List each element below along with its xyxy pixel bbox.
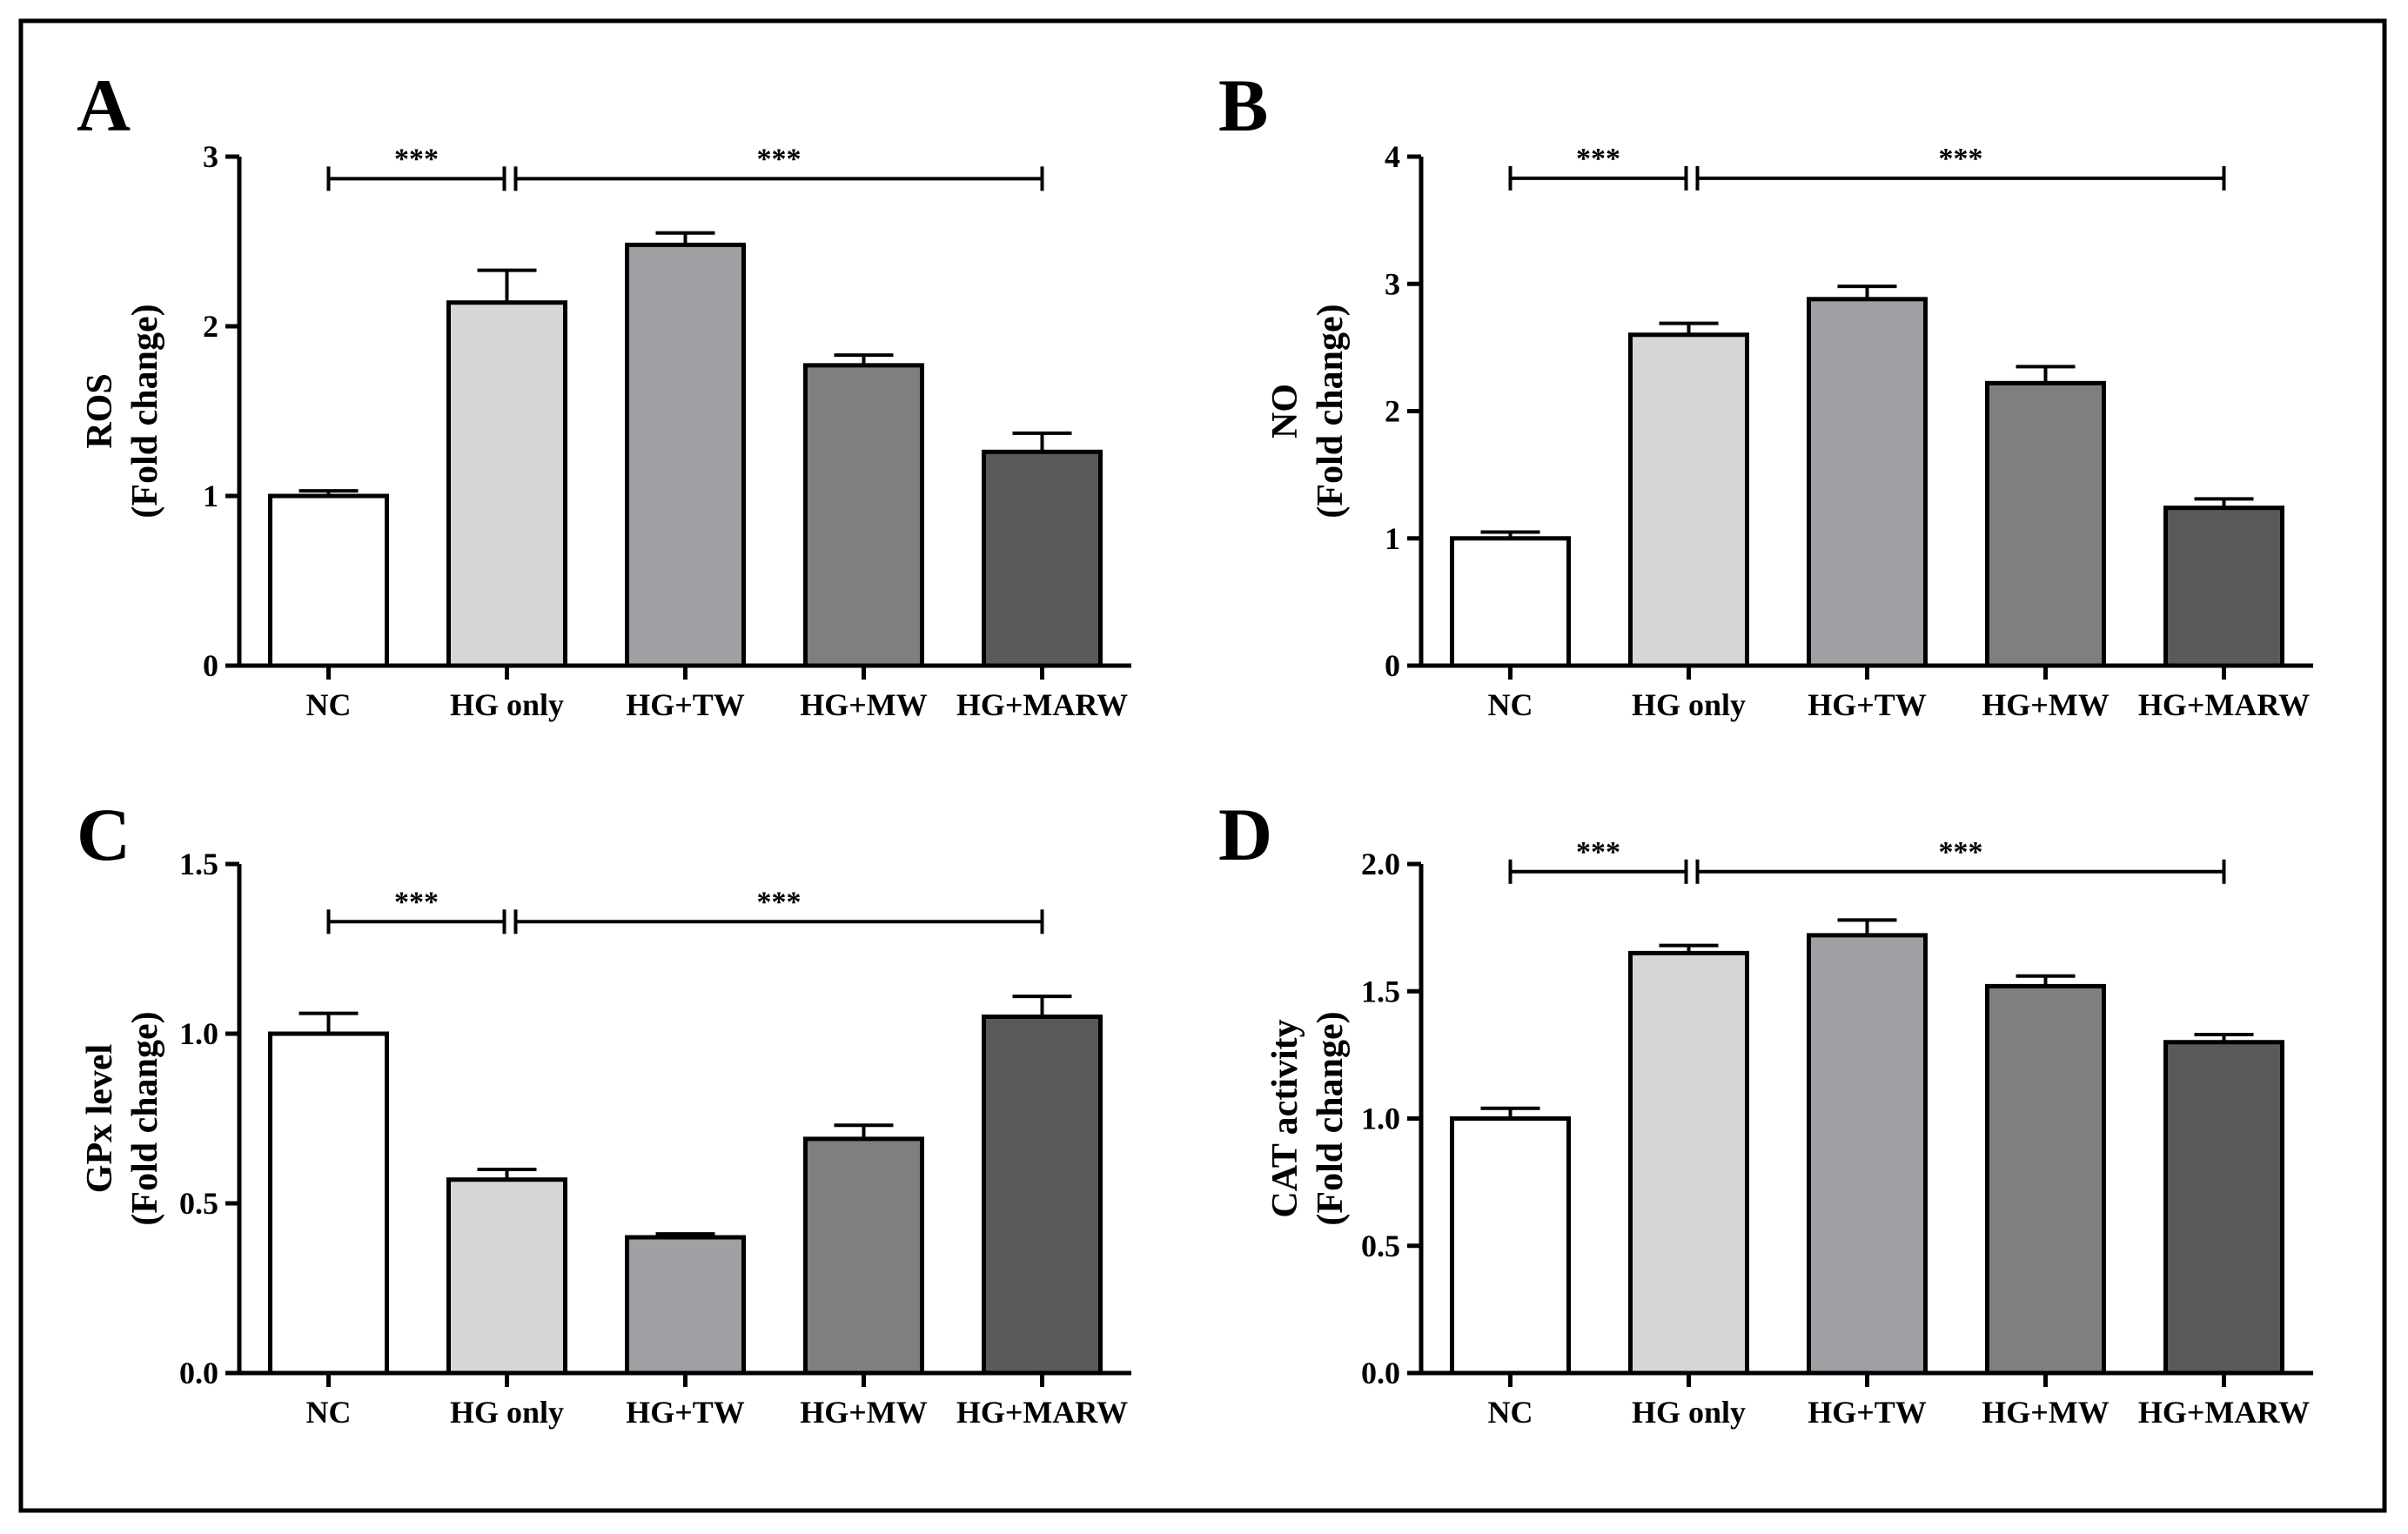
category-label: HG+MW — [800, 1395, 928, 1430]
y-axis-label-line: CAT activity — [1265, 1019, 1305, 1217]
category-label: HG+MARW — [2138, 1395, 2310, 1430]
chart-panel-b: B 0 1 2 3 4 NC HG only HG+TW HG+MW HG+MARW NO (Fold … — [1218, 64, 2313, 722]
panel-letter: C — [77, 793, 131, 876]
panel-letter: B — [1218, 64, 1268, 147]
category-label: NC — [306, 1395, 352, 1430]
category-label: HG+MW — [800, 687, 928, 722]
y-axis-label-line: (Fold change) — [1311, 1011, 1351, 1225]
bar-hg-only — [1628, 950, 1749, 1376]
y-tick-label: 3 — [1385, 266, 1400, 301]
panel-letter: A — [77, 64, 131, 147]
y-tick-label: 0.5 — [1361, 1229, 1400, 1263]
y-tick-label: 2 — [1385, 394, 1400, 429]
bar-hg-tw — [1807, 933, 1928, 1376]
category-label: HG+MARW — [956, 687, 1128, 722]
bar-hg-mw — [803, 1136, 924, 1376]
bar-hg-marw — [982, 1015, 1103, 1376]
y-axis-label-line: GPx level — [80, 1044, 120, 1193]
category-label: HG only — [1632, 1395, 1746, 1430]
y-tick-label: 1.5 — [179, 847, 218, 881]
category-label: HG+TW — [1808, 687, 1927, 722]
significance-label: *** — [1939, 836, 1983, 868]
bar-nc — [1450, 1116, 1571, 1376]
category-label: NC — [1488, 1395, 1533, 1430]
category-label: HG only — [450, 1395, 564, 1430]
y-axis-label-line: (Fold change) — [1311, 304, 1351, 518]
significance-label: *** — [757, 886, 802, 918]
y-axis-label: NO (Fold change) — [1265, 304, 1351, 518]
y-tick-label: 0.0 — [179, 1356, 218, 1390]
y-axis-label-line: (Fold change) — [125, 1011, 165, 1225]
category-label: NC — [1488, 687, 1533, 722]
significance-label: *** — [1576, 836, 1620, 868]
category-label: HG+TW — [626, 1395, 745, 1430]
y-tick-label: 2 — [203, 309, 218, 344]
category-label: HG only — [1632, 687, 1746, 722]
category-label: HG+MARW — [2138, 687, 2310, 722]
y-axis-label-line: (Fold change) — [125, 304, 165, 518]
category-label: HG+MW — [1982, 687, 2110, 722]
y-tick-label: 1 — [203, 479, 218, 513]
y-axis-label-line: ROS — [80, 373, 120, 448]
bar-hg-tw — [625, 1235, 746, 1376]
bar-hg-only — [446, 300, 567, 668]
y-tick-label: 0.0 — [1361, 1356, 1400, 1390]
category-label: HG only — [450, 687, 564, 722]
chart-panel-a: A 0 1 2 3 NC HG only HG+TW HG+MW HG+MARW ROS (Fold … — [77, 64, 1131, 722]
y-tick-label: 1.5 — [1361, 974, 1400, 1008]
y-tick-label: 0 — [203, 648, 218, 683]
y-tick-label: 1 — [1385, 521, 1400, 556]
bar-nc — [268, 1031, 389, 1376]
bar-hg-marw — [2163, 506, 2284, 668]
bar-hg-marw — [982, 449, 1103, 668]
bar-nc — [268, 493, 389, 668]
y-tick-label: 2.0 — [1361, 847, 1400, 881]
bar-hg-tw — [625, 242, 746, 668]
y-tick-label: 1.0 — [179, 1016, 218, 1051]
y-tick-label: 3 — [203, 139, 218, 174]
y-tick-label: 1.0 — [1361, 1102, 1400, 1136]
panel-letter: D — [1218, 793, 1272, 876]
significance-label: *** — [394, 143, 439, 175]
y-axis-label: ROS (Fold change) — [80, 304, 165, 518]
significance-label: *** — [757, 143, 802, 175]
category-label: HG+TW — [1808, 1395, 1927, 1430]
category-label: NC — [306, 687, 352, 722]
category-label: HG+TW — [626, 687, 745, 722]
bar-hg-tw — [1807, 297, 1928, 668]
bar-hg-only — [446, 1177, 567, 1376]
y-tick-label: 4 — [1385, 139, 1400, 174]
category-label: HG+MW — [1982, 1395, 2110, 1430]
y-axis-label-line: NO — [1265, 384, 1305, 439]
y-axis-label: CAT activity (Fold change) — [1265, 1011, 1351, 1225]
y-tick-label: 0.5 — [179, 1186, 218, 1221]
significance-label: *** — [1939, 143, 1983, 175]
chart-panel-c: C 0.0 0.5 1.0 1.5 NC HG only HG+TW HG+MW HG+MARW G… — [77, 793, 1131, 1430]
bar-hg-mw — [1985, 983, 2106, 1376]
y-axis-label: GPx level (Fold change) — [80, 1011, 165, 1225]
significance-label: *** — [1576, 143, 1620, 175]
bar-hg-marw — [2163, 1040, 2284, 1376]
bar-hg-mw — [803, 363, 924, 668]
category-label: HG+MARW — [956, 1395, 1128, 1430]
bar-hg-only — [1628, 332, 1749, 668]
chart-panel-d: D 0.0 0.5 1.0 1.5 2.0 NC HG only HG+TW HG+MW HG+MA… — [1218, 793, 2313, 1430]
bar-nc — [1450, 536, 1571, 668]
y-tick-label: 0 — [1385, 648, 1400, 683]
significance-label: *** — [394, 886, 439, 918]
bar-hg-mw — [1985, 380, 2106, 668]
